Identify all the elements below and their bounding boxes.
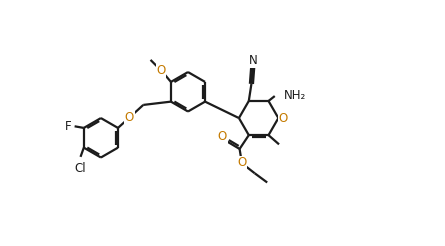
Text: F: F xyxy=(65,120,71,133)
Text: O: O xyxy=(218,130,227,143)
Text: N: N xyxy=(249,54,258,67)
Text: Cl: Cl xyxy=(75,162,86,175)
Text: O: O xyxy=(238,156,247,169)
Text: O: O xyxy=(279,112,287,124)
Text: O: O xyxy=(157,64,166,77)
Text: NH₂: NH₂ xyxy=(284,89,307,102)
Text: O: O xyxy=(125,111,134,124)
